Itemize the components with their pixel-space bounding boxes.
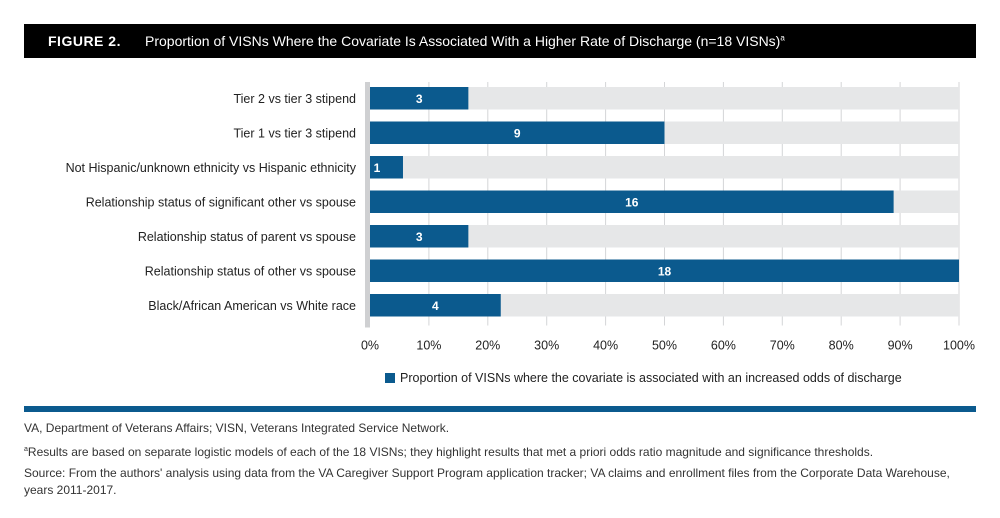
category-label: Not Hispanic/unknown ethnicity vs Hispan…	[66, 161, 357, 175]
bar-track	[370, 87, 959, 110]
bar-track	[370, 294, 959, 317]
x-tick-label: 60%	[711, 339, 736, 353]
x-tick-label: 50%	[652, 339, 677, 353]
category-label: Black/African American vs White race	[148, 299, 356, 313]
title-superscript: a	[780, 33, 785, 43]
data-label: 18	[658, 264, 672, 278]
data-label: 4	[432, 299, 439, 313]
x-tick-label: 20%	[475, 339, 500, 353]
bar	[370, 294, 501, 317]
source-note: Source: From the authors' analysis using…	[24, 466, 950, 497]
legend-swatch	[385, 373, 395, 383]
footnote: aResults are based on separate logistic …	[24, 441, 974, 461]
category-label: Relationship status of significant other…	[86, 195, 356, 209]
x-tick-label: 90%	[888, 339, 913, 353]
footnote-marker: a	[24, 446, 28, 453]
x-tick-label: 40%	[593, 339, 618, 353]
data-label: 9	[514, 126, 521, 140]
bar	[370, 156, 403, 179]
data-label: 1	[374, 161, 381, 175]
figure-label: FIGURE 2.	[48, 33, 121, 49]
x-tick-label: 10%	[416, 339, 441, 353]
data-label: 3	[416, 230, 423, 244]
footnote-text: Results are based on separate logistic m…	[27, 445, 874, 459]
legend: Proportion of VISNs where the covariate …	[385, 371, 902, 385]
bar	[370, 259, 959, 282]
category-label: Tier 2 vs tier 3 stipend	[233, 92, 356, 106]
x-tick-label: 70%	[770, 339, 795, 353]
data-label: 3	[416, 92, 423, 106]
x-tick-label: 80%	[829, 339, 854, 353]
figure-notes: VA, Department of Veterans Affairs; VISN…	[24, 420, 974, 503]
bar	[370, 121, 665, 144]
bar	[370, 190, 894, 213]
x-tick-label: 100%	[943, 339, 975, 353]
bar-chart: 3 Tier 2 vs tier 3 stipend 9 Tier 1 vs tier…	[66, 82, 975, 353]
category-label: Relationship status of other vs spouse	[145, 264, 356, 278]
figure-title: Proportion of VISNs Where the Covariate …	[145, 33, 785, 49]
x-tick-label: 0%	[361, 339, 379, 353]
divider-rule	[24, 406, 976, 412]
data-label: 16	[625, 195, 639, 209]
x-tick-label: 30%	[534, 339, 559, 353]
figure-title-bar: FIGURE 2. Proportion of VISNs Where the …	[24, 24, 976, 58]
bar	[370, 225, 469, 248]
category-label: Tier 1 vs tier 3 stipend	[233, 126, 356, 140]
category-label: Relationship status of parent vs spouse	[138, 230, 356, 244]
abbreviations-note: VA, Department of Veterans Affairs; VISN…	[24, 421, 450, 435]
bar	[370, 87, 469, 110]
legend-label: Proportion of VISNs where the covariate …	[400, 371, 902, 385]
bar-track	[370, 156, 959, 179]
bar-track	[370, 225, 959, 248]
y-axis-line	[365, 82, 370, 328]
figure-title-text: Proportion of VISNs Where the Covariate …	[145, 33, 781, 49]
